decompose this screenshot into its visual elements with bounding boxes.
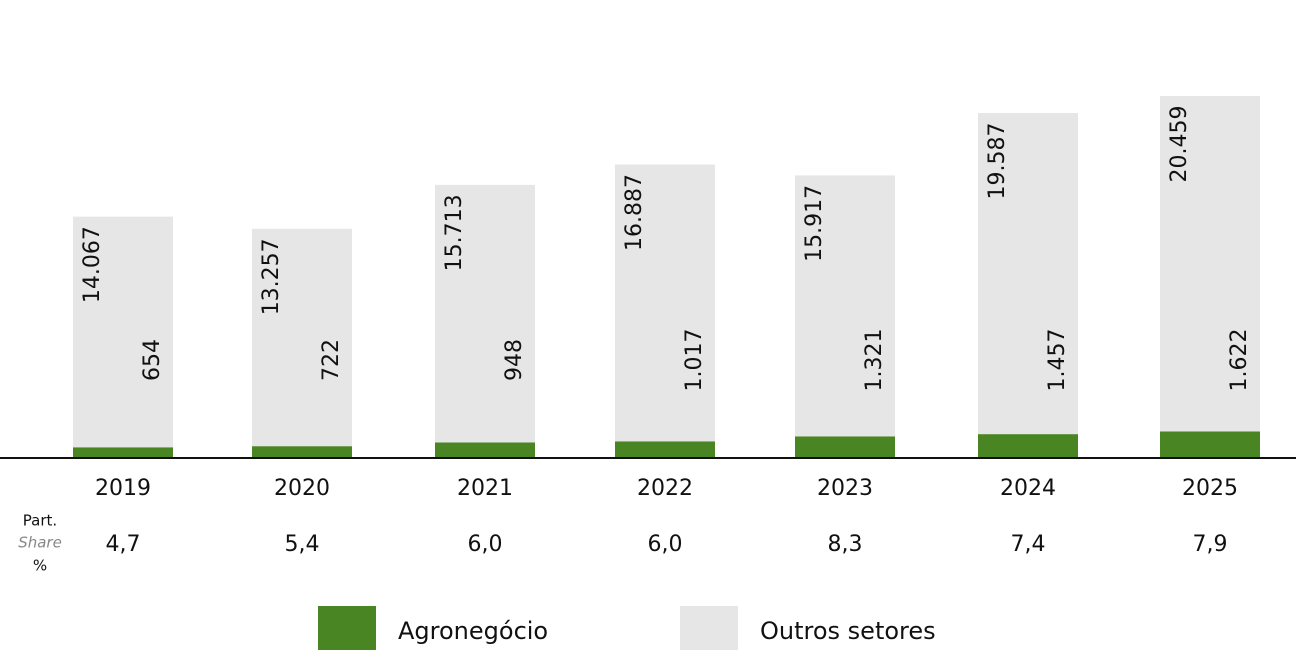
value-label: 1.457 (1045, 329, 1070, 392)
share-title: % (33, 557, 47, 575)
share-title: Part. (23, 512, 57, 530)
x-tick-label: 2019 (95, 476, 151, 501)
bar-segment (252, 446, 352, 458)
value-label: 20.459 (1167, 106, 1192, 183)
share-value: 6,0 (648, 532, 683, 557)
value-label: 654 (140, 339, 165, 381)
value-label: 1.321 (862, 329, 887, 392)
bar-segment (615, 441, 715, 458)
x-tick-label: 2025 (1182, 476, 1238, 501)
value-label: 722 (319, 339, 344, 381)
bar-segment (978, 113, 1078, 435)
x-tick-label: 2020 (274, 476, 330, 501)
share-value: 8,3 (828, 532, 863, 557)
legend-label: Outros setores (760, 617, 936, 645)
value-label: 1.017 (682, 329, 707, 392)
bar-segment (73, 447, 173, 458)
bar-segment (1160, 96, 1260, 432)
value-label: 15.917 (802, 185, 827, 262)
value-label: 1.622 (1227, 329, 1252, 392)
bar-segment (73, 216, 173, 448)
bar-segment (978, 434, 1078, 458)
bar-segment (615, 164, 715, 442)
legend-swatch (318, 606, 376, 650)
share-value: 5,4 (285, 532, 320, 557)
share-value: 7,9 (1193, 532, 1228, 557)
bar-segment (435, 184, 535, 443)
share-title: Share (18, 534, 62, 552)
bar-segment (252, 228, 352, 447)
value-label: 948 (502, 339, 527, 381)
x-tick-label: 2022 (637, 476, 693, 501)
x-tick-label: 2021 (457, 476, 513, 501)
x-tick-label: 2024 (1000, 476, 1056, 501)
bar-segment (795, 175, 895, 437)
value-label: 16.887 (622, 174, 647, 251)
legend-swatch (680, 606, 738, 650)
bar-segment (435, 442, 535, 458)
bar-segment (1160, 431, 1260, 458)
x-tick-label: 2023 (817, 476, 873, 501)
value-label: 14.067 (80, 226, 105, 303)
value-label: 15.713 (442, 194, 467, 271)
bar-segment (795, 436, 895, 458)
share-value: 4,7 (106, 532, 141, 557)
value-label: 19.587 (985, 123, 1010, 200)
share-value: 6,0 (468, 532, 503, 557)
share-value: 7,4 (1011, 532, 1046, 557)
value-label: 13.257 (259, 238, 284, 315)
legend-label: Agronegócio (398, 617, 548, 645)
